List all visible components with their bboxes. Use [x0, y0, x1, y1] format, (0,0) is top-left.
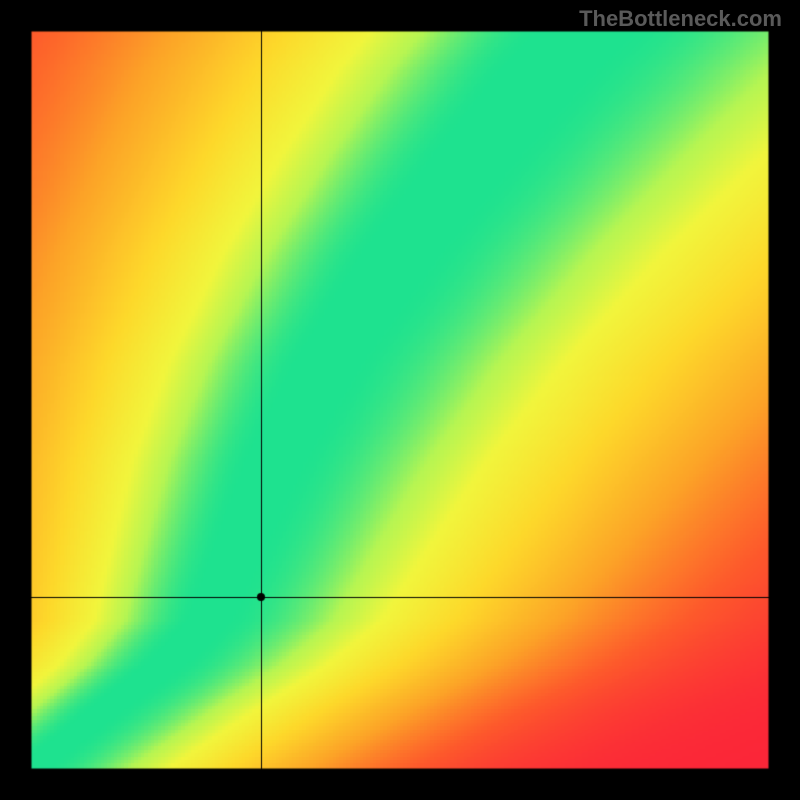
watermark-label: TheBottleneck.com [579, 6, 782, 32]
chart-container: TheBottleneck.com [0, 0, 800, 800]
bottleneck-heatmap [0, 0, 800, 800]
